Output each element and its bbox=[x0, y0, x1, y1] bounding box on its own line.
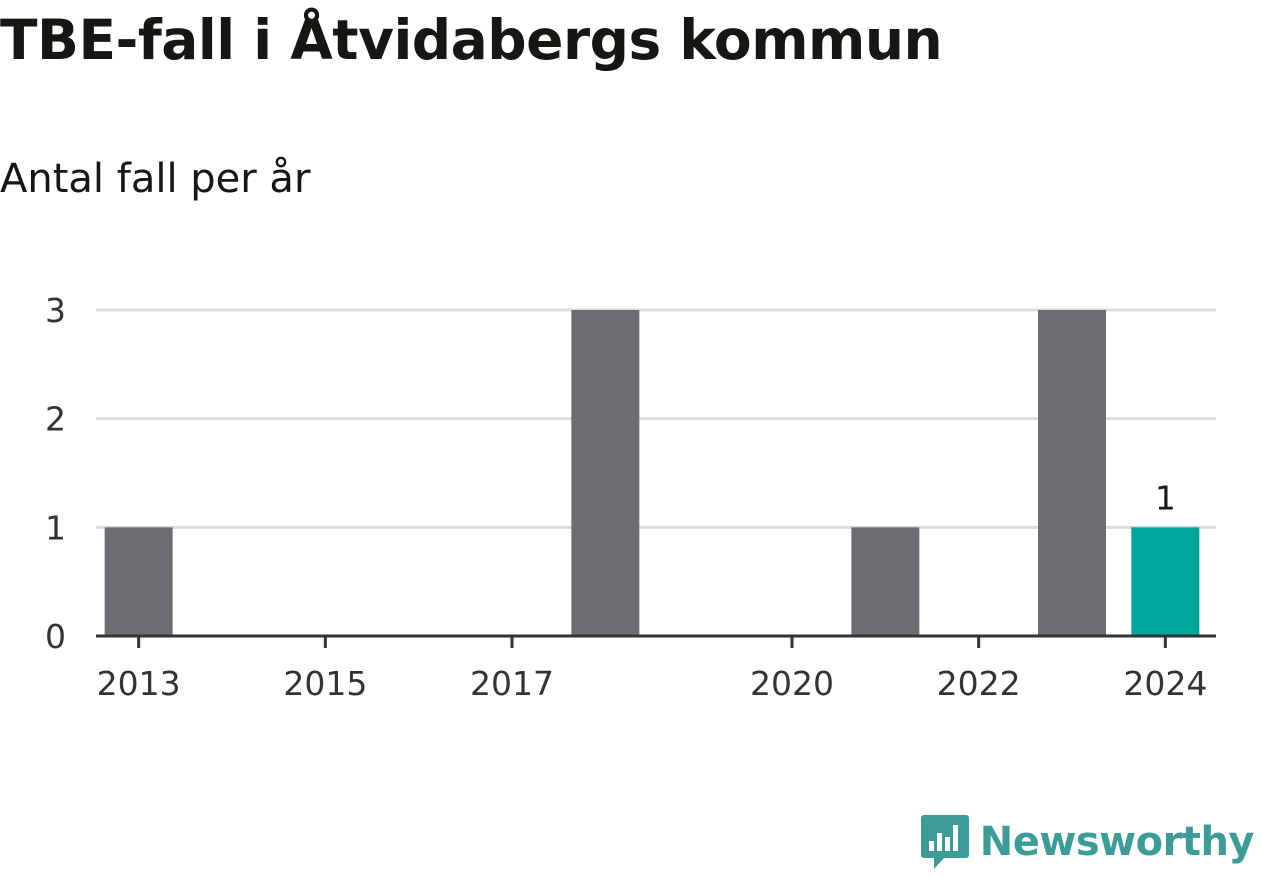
x-tick-label-2022: 2022 bbox=[937, 664, 1021, 703]
chart-title: TBE-fall i Åtvidabergs kommun bbox=[0, 8, 943, 72]
y-tick-label-3: 3 bbox=[45, 291, 66, 330]
data-label-2024: 1 bbox=[1155, 478, 1176, 517]
bar-2023 bbox=[1038, 310, 1106, 636]
bar-2021 bbox=[851, 527, 920, 636]
y-tick-label-0: 0 bbox=[45, 617, 66, 656]
data-labels: 1 bbox=[1155, 478, 1176, 517]
y-axis-ticks: 0 1 2 3 bbox=[45, 291, 66, 656]
x-tick-label-2020: 2020 bbox=[750, 664, 834, 703]
bar-2024 bbox=[1131, 527, 1200, 636]
bar-2018 bbox=[571, 310, 640, 636]
x-tick-label-2024: 2024 bbox=[1123, 664, 1207, 703]
gridlines bbox=[96, 308, 1216, 529]
bars bbox=[104, 310, 1200, 636]
x-axis-ticks: 2013 2015 2017 2020 2022 2024 bbox=[97, 636, 1207, 703]
chart-subtitle: Antal fall per år bbox=[0, 156, 311, 202]
y-tick-label-1: 1 bbox=[45, 508, 66, 547]
newsworthy-logo: Newsworthy bbox=[920, 813, 1255, 871]
x-tick-label-2013: 2013 bbox=[97, 664, 181, 703]
newsworthy-chat-bars-icon bbox=[920, 815, 969, 869]
newsworthy-logo-text: Newsworthy bbox=[979, 819, 1255, 865]
bar-2013 bbox=[104, 527, 173, 636]
x-tick-label-2015: 2015 bbox=[283, 664, 367, 703]
y-tick-label-2: 2 bbox=[45, 400, 66, 439]
x-tick-label-2017: 2017 bbox=[470, 664, 554, 703]
